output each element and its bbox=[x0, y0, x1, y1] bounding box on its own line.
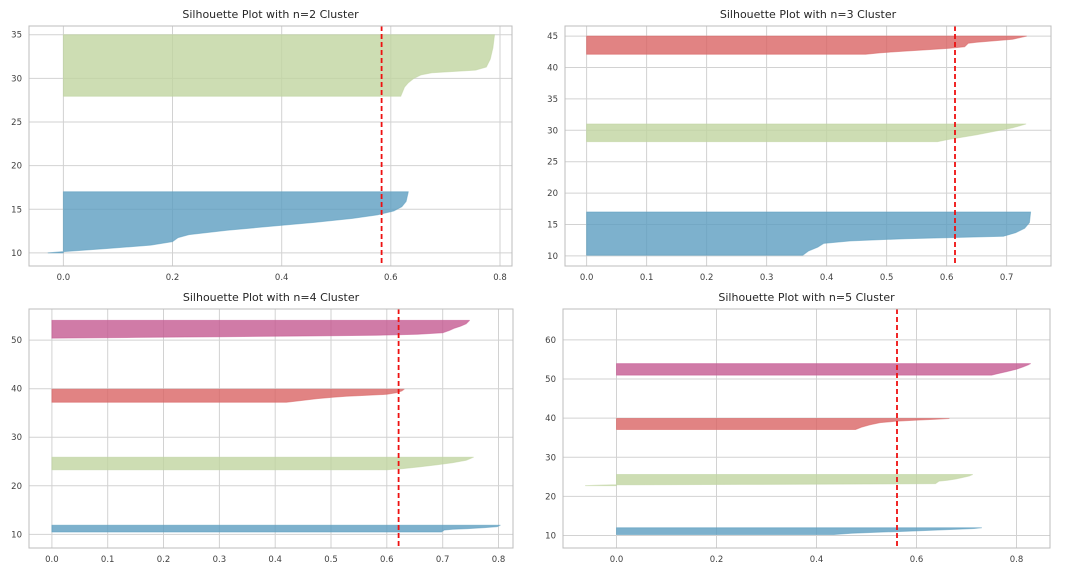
x-tick-label: 0.0 bbox=[610, 555, 624, 565]
x-tick-label: 0.2 bbox=[700, 273, 714, 283]
y-tick-label: 15 bbox=[11, 205, 22, 215]
x-tick-label: 0.7 bbox=[436, 555, 450, 565]
cluster-fill-green bbox=[51, 456, 474, 471]
cluster-fill-magenta bbox=[51, 319, 470, 339]
y-tick-label: 20 bbox=[11, 482, 22, 492]
y-tick-label: 25 bbox=[11, 118, 22, 128]
y-tick-label: 10 bbox=[11, 249, 22, 259]
y-tick-label: 50 bbox=[545, 375, 556, 385]
subplot-n3: 0.0 0.1 0.2 0.3 0.4 0.5 0.6 0.7 10 15 20 25 30 35 40 45… bbox=[540, 0, 1080, 288]
subplot-n4: 0.0 0.1 0.2 0.3 0.4 0.5 0.6 0.7 0.8 10 20 30 40 50 Si… bbox=[0, 288, 540, 576]
y-tick-label: 10 bbox=[11, 530, 22, 540]
cluster-fill-red bbox=[51, 388, 405, 403]
x-tick-label: 0.1 bbox=[101, 555, 115, 565]
cluster-fill-red bbox=[586, 35, 1027, 55]
y-tick-label: 10 bbox=[545, 532, 556, 542]
cluster-fill-blue bbox=[586, 211, 1032, 256]
x-tick-label: 0.6 bbox=[940, 273, 954, 283]
x-tick-label: 0.3 bbox=[213, 555, 227, 565]
x-tick-label: 0.4 bbox=[810, 555, 824, 565]
x-tick-label: 0.0 bbox=[57, 273, 71, 283]
y-tick-label: 30 bbox=[11, 74, 22, 84]
silhouette-plot-n5-canvas: 0.0 0.2 0.4 0.6 0.8 10 20 30 40 50 60 bbox=[545, 308, 1051, 565]
x-tick-label: 0.6 bbox=[910, 555, 924, 565]
x-tick-label: 0.8 bbox=[1010, 555, 1024, 565]
plot-title-n2: Silhouette Plot with n=2 Cluster bbox=[182, 8, 359, 21]
silhouette-plot-n4-canvas: 0.0 0.1 0.2 0.3 0.4 0.5 0.6 0.7 0.8 10 20 30 40 50 bbox=[11, 308, 514, 565]
subplot-n5: 0.0 0.2 0.4 0.6 0.8 10 20 30 40 50 60 Silhouette P… bbox=[540, 288, 1080, 576]
axes-border bbox=[562, 308, 1051, 549]
cluster-fill-blue bbox=[616, 527, 982, 535]
x-tick-label: 0.2 bbox=[157, 555, 171, 565]
y-tick-label: 35 bbox=[547, 95, 558, 105]
x-tick-label: 0.8 bbox=[492, 555, 506, 565]
x-tick-label: 0.6 bbox=[380, 555, 394, 565]
x-tick-label: 0.6 bbox=[384, 273, 398, 283]
y-tick-label: 10 bbox=[547, 252, 558, 262]
axes-border bbox=[28, 308, 514, 549]
plot-title-n3: Silhouette Plot with n=3 Cluster bbox=[719, 8, 897, 21]
x-tick-label: 0.0 bbox=[45, 555, 59, 565]
plot-title-n5: Silhouette Plot with n=5 Cluster bbox=[718, 291, 895, 304]
x-tick-label: 0.3 bbox=[760, 273, 774, 283]
plot-title-n4: Silhouette Plot with n=4 Cluster bbox=[182, 291, 360, 304]
y-tick-label: 30 bbox=[545, 453, 556, 463]
axes-border bbox=[28, 25, 513, 267]
x-tick-label: 0.5 bbox=[324, 555, 338, 565]
cluster-fill-blue bbox=[51, 524, 501, 533]
silhouette-plot-n2-canvas: 0.0 0.2 0.4 0.6 0.8 10 15 20 25 30 35 bbox=[11, 25, 513, 283]
y-tick-label: 40 bbox=[11, 385, 22, 395]
cluster-fill-green bbox=[62, 34, 495, 97]
x-tick-label: 0.2 bbox=[166, 273, 180, 283]
cluster-fill-magenta bbox=[616, 363, 1031, 376]
y-tick-label: 60 bbox=[545, 336, 556, 346]
silhouette-plot-n3-canvas: 0.0 0.1 0.2 0.3 0.4 0.5 0.6 0.7 10 15 20 25 30 35 40 45 bbox=[547, 25, 1052, 283]
y-tick-label: 15 bbox=[547, 221, 558, 231]
y-tick-label: 20 bbox=[545, 492, 556, 502]
cluster-fill-green bbox=[586, 123, 1027, 143]
x-tick-label: 0.4 bbox=[275, 273, 289, 283]
cluster-fill-green bbox=[585, 474, 973, 487]
x-tick-label: 0.1 bbox=[640, 273, 654, 283]
y-tick-label: 45 bbox=[547, 32, 558, 42]
y-tick-label: 30 bbox=[11, 433, 22, 443]
x-tick-label: 0.2 bbox=[710, 555, 724, 565]
y-tick-label: 40 bbox=[547, 64, 558, 74]
x-tick-label: 0.4 bbox=[268, 555, 282, 565]
x-tick-label: 0.5 bbox=[880, 273, 894, 283]
y-tick-label: 25 bbox=[547, 158, 558, 168]
cluster-fill-blue bbox=[47, 191, 409, 254]
x-tick-label: 0.8 bbox=[493, 273, 507, 283]
y-tick-label: 30 bbox=[547, 126, 558, 136]
x-tick-label: 0.7 bbox=[1000, 273, 1014, 283]
x-tick-label: 0.4 bbox=[820, 273, 834, 283]
y-tick-label: 20 bbox=[547, 189, 558, 199]
axes-border bbox=[564, 25, 1052, 267]
y-tick-label: 20 bbox=[11, 162, 22, 172]
y-tick-label: 35 bbox=[11, 31, 22, 41]
cluster-fill-red bbox=[616, 418, 950, 430]
y-tick-label: 40 bbox=[545, 414, 556, 424]
y-tick-label: 50 bbox=[11, 336, 22, 346]
subplot-n2: 0.0 0.2 0.4 0.6 0.8 10 15 20 25 30 35 Silhouette P… bbox=[0, 0, 540, 288]
x-tick-label: 0.0 bbox=[580, 273, 594, 283]
